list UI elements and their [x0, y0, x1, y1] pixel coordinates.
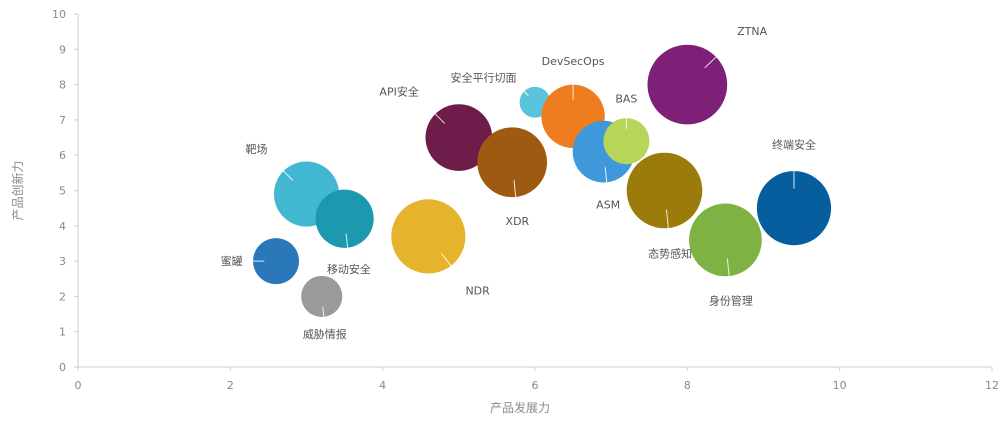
bubble-point: [315, 189, 374, 248]
bubble-leader-line: [704, 38, 735, 69]
bubble-label: DevSecOps: [542, 55, 605, 68]
bubble-label: 蜜罐: [221, 254, 243, 268]
bubble-label: ZTNA: [737, 25, 767, 38]
y-tick-label: 8: [59, 79, 66, 92]
bubble-point: [756, 171, 832, 246]
y-tick-label: 7: [59, 114, 66, 127]
bubble-label: 威胁情报: [303, 327, 347, 341]
bubble-point: [477, 127, 548, 198]
bubble-leader-line: [517, 84, 529, 97]
bubble-point: [253, 238, 300, 285]
bubble-label: BAS: [615, 93, 637, 106]
y-tick-label: 5: [59, 185, 66, 198]
bubble-label: ASM: [596, 198, 620, 211]
bubble-point: [603, 118, 650, 165]
x-tick-label: 10: [833, 379, 847, 392]
x-axis-title: 产品发展力: [490, 400, 550, 415]
x-tick-label: 8: [684, 379, 691, 392]
x-tick-label: 4: [379, 379, 386, 392]
y-tick-label: 0: [59, 361, 66, 374]
bubble-label: 靶场: [245, 142, 267, 156]
bubble-leader-line: [345, 233, 350, 259]
bubble-label: 身份管理: [709, 294, 753, 308]
y-axis-title: 产品创新力: [10, 160, 25, 220]
y-tick-label: 3: [59, 255, 66, 268]
bubbles-layer: [253, 44, 832, 317]
bubble-label: 态势感知: [648, 246, 692, 260]
bubble-point: [647, 44, 728, 125]
bubble-leader-line: [420, 99, 446, 124]
bubble-leader-line: [322, 306, 326, 325]
bubble-point: [391, 199, 466, 274]
bubble-point: [689, 203, 762, 277]
bubble-leader-line: [269, 156, 294, 181]
bubble-leader-line: [726, 258, 732, 291]
bubble-label: API安全: [379, 85, 418, 99]
bubble-point: [301, 275, 343, 317]
y-tick-label: 4: [59, 220, 66, 233]
bubble-leader-line: [665, 209, 671, 243]
x-tick-label: 2: [227, 379, 234, 392]
bubble-leader-line: [604, 167, 609, 195]
bubble-leader-line: [440, 252, 464, 283]
bubble-label: 终端安全: [772, 138, 816, 152]
y-tick-label: 6: [59, 149, 66, 162]
bubble-point: [626, 152, 703, 229]
bubble-label: 移动安全: [327, 262, 371, 276]
x-tick-label: 0: [75, 379, 82, 392]
x-tick-label: 6: [532, 379, 539, 392]
bubble-leader-line: [513, 179, 518, 211]
x-tick-label: 12: [985, 379, 999, 392]
y-tick-label: 2: [59, 290, 66, 303]
y-tick-label: 1: [59, 326, 66, 339]
y-tick-label: 9: [59, 43, 66, 56]
y-tick-label: 10: [52, 8, 66, 21]
bubble-label: XDR: [506, 215, 530, 228]
bubble-label: 安全平行切面: [450, 71, 516, 85]
bubble-label: NDR: [465, 285, 490, 298]
